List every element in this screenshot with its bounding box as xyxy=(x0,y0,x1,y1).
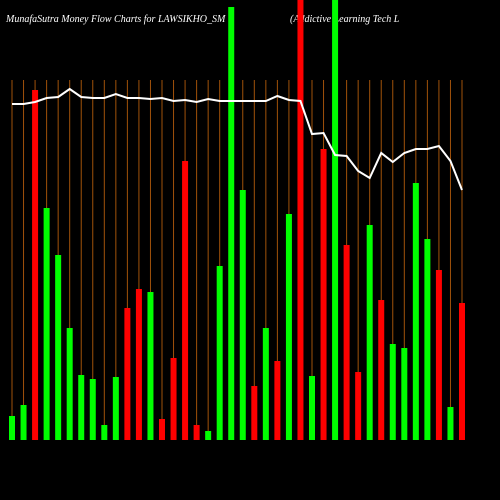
bar xyxy=(112,377,119,440)
bar xyxy=(343,245,350,440)
bar xyxy=(228,7,235,440)
bar xyxy=(78,375,85,440)
bar xyxy=(89,379,96,440)
bar xyxy=(401,348,408,440)
bar xyxy=(320,149,327,440)
bar xyxy=(43,208,50,440)
bar xyxy=(66,328,73,440)
bar xyxy=(101,425,108,440)
bar xyxy=(447,407,454,440)
bar xyxy=(216,266,223,440)
bar xyxy=(309,376,315,440)
bar xyxy=(124,308,131,440)
bar xyxy=(262,328,269,440)
bar xyxy=(378,300,385,440)
bar xyxy=(355,372,362,440)
chart-subtitle: (Addictive Learning Tech L xyxy=(290,14,400,25)
bar xyxy=(32,90,39,440)
bar xyxy=(135,289,142,440)
bar xyxy=(332,0,339,440)
bar xyxy=(424,239,431,440)
chart-title: MunafaSutra Money Flow Charts for LAWSIK… xyxy=(5,14,226,25)
bar xyxy=(170,358,177,440)
bar xyxy=(389,344,396,440)
bar xyxy=(9,416,15,440)
bar xyxy=(55,255,62,440)
bar xyxy=(412,183,419,440)
bar xyxy=(159,419,165,440)
bar xyxy=(297,0,304,440)
bar xyxy=(20,405,27,440)
money-flow-line xyxy=(12,87,463,191)
bar xyxy=(193,425,200,440)
bar xyxy=(205,431,212,440)
bar xyxy=(251,386,258,440)
bar xyxy=(274,361,281,440)
bar xyxy=(435,270,442,440)
bar xyxy=(239,190,246,440)
bar xyxy=(366,225,373,440)
bar xyxy=(459,303,465,440)
bar xyxy=(285,214,292,440)
bar xyxy=(182,161,189,440)
bar xyxy=(147,292,154,440)
